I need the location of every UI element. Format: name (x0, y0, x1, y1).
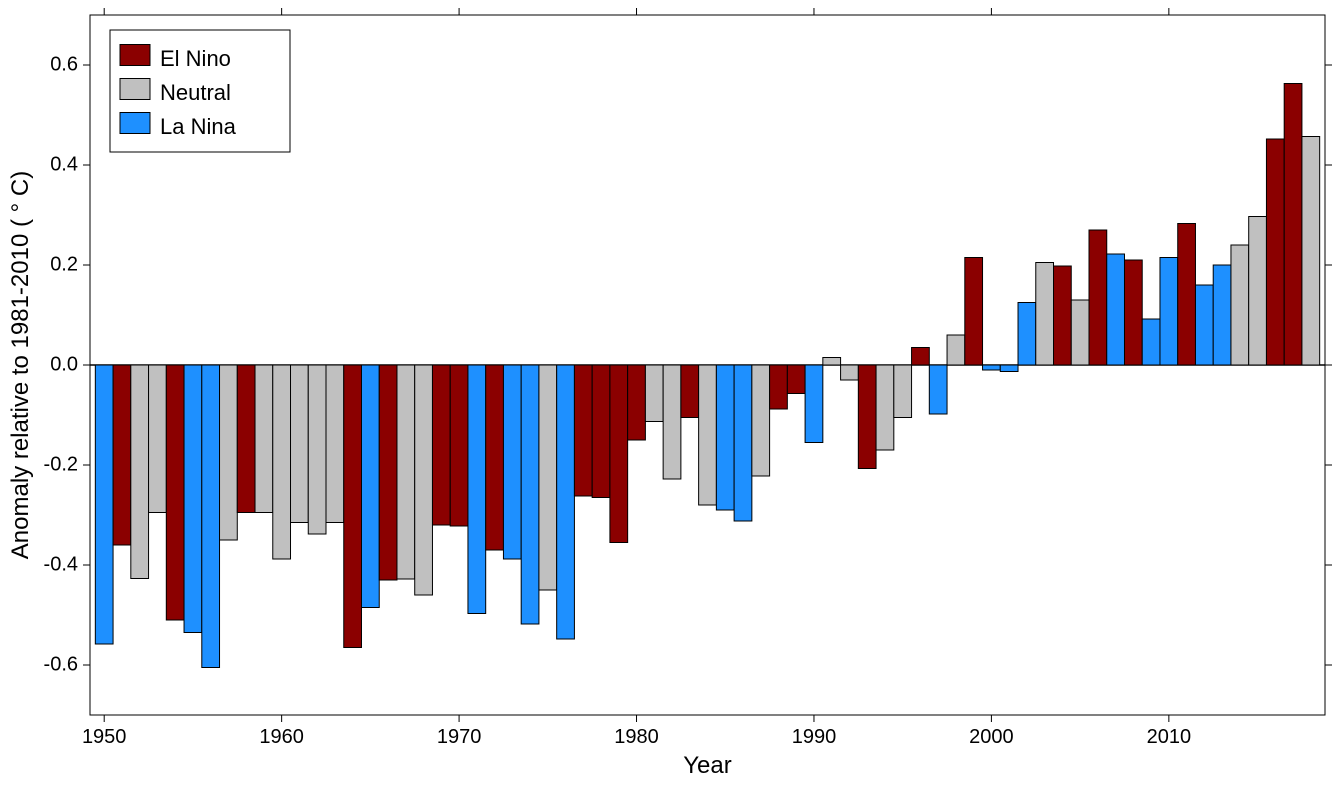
bar-1964 (344, 365, 362, 648)
bar-1976 (557, 365, 575, 639)
bar-2010 (1160, 258, 1178, 366)
bar-1987 (752, 365, 770, 476)
y-tick-label: 0.0 (50, 353, 78, 375)
legend-swatch-neutral (120, 79, 150, 100)
bar-1958 (237, 365, 255, 513)
bar-1981 (645, 365, 663, 422)
bar-1979 (610, 365, 628, 543)
legend-swatch-lanina (120, 113, 150, 134)
bar-2000 (983, 365, 1001, 370)
bar-1993 (858, 365, 876, 469)
bar-chart: -0.6 -0.4 -0.2 0.0 0.2 0.4 0.6 1950 1960 1970 1980… (0, 0, 1337, 793)
bar-2011 (1178, 224, 1196, 366)
y-tick-label: 0.2 (50, 253, 78, 275)
bar-1996 (912, 348, 930, 366)
legend-swatch-elnino (120, 45, 150, 66)
bar-1962 (308, 365, 326, 534)
y-tick-label: 0.6 (50, 53, 78, 75)
x-axis-label: Year (683, 752, 732, 779)
bar-1991 (823, 358, 841, 366)
bar-1966 (379, 365, 397, 580)
bar-1961 (291, 365, 309, 523)
bar-2014 (1231, 245, 1249, 365)
bar-1970 (450, 365, 468, 526)
bar-1977 (574, 365, 592, 496)
y-tick-label: 0.4 (50, 153, 78, 175)
bar-1997 (929, 365, 947, 414)
bar-1952 (131, 365, 149, 579)
bar-1980 (628, 365, 646, 440)
y-tick-label: -0.2 (44, 453, 78, 475)
bar-1971 (468, 365, 486, 614)
y-tick-label: -0.4 (44, 553, 78, 575)
x-tick-label: 1990 (792, 726, 837, 748)
bar-1983 (681, 365, 699, 418)
bar-1960 (273, 365, 291, 559)
bar-1986 (734, 365, 752, 521)
y-tick-label: -0.6 (44, 653, 78, 675)
bar-1965 (361, 365, 379, 608)
x-tick-label: 2000 (969, 726, 1014, 748)
bar-1990 (805, 365, 823, 443)
bar-1995 (894, 365, 912, 418)
bar-1989 (787, 365, 805, 394)
bar-2001 (1000, 365, 1018, 372)
bar-1969 (432, 365, 450, 525)
bar-1953 (149, 365, 167, 513)
bar-1982 (663, 365, 681, 479)
legend-label-neutral: Neutral (160, 80, 231, 105)
bar-1984 (699, 365, 717, 505)
bar-2007 (1107, 254, 1125, 365)
bar-1994 (876, 365, 894, 450)
bar-1985 (716, 365, 734, 510)
bar-2012 (1195, 285, 1213, 365)
bar-1973 (503, 365, 521, 559)
bar-1959 (255, 365, 273, 513)
x-tick-label: 2010 (1147, 726, 1192, 748)
x-tick-label: 1980 (614, 726, 659, 748)
x-tick-label: 1950 (82, 726, 127, 748)
bar-1978 (592, 365, 610, 498)
bar-2003 (1036, 263, 1054, 366)
bar-1974 (521, 365, 539, 624)
legend-label-lanina: La Nina (160, 114, 237, 139)
bar-1999 (965, 258, 983, 366)
bar-2013 (1213, 265, 1231, 365)
bar-1975 (539, 365, 557, 590)
bar-1967 (397, 365, 415, 579)
bar-1972 (486, 365, 504, 550)
bar-1951 (113, 365, 131, 545)
bar-1954 (166, 365, 184, 620)
bar-2005 (1071, 300, 1089, 365)
bar-2018 (1302, 137, 1320, 366)
bar-2006 (1089, 230, 1107, 365)
x-tick-label: 1960 (259, 726, 304, 748)
bar-2016 (1266, 139, 1284, 365)
chart-container: -0.6 -0.4 -0.2 0.0 0.2 0.4 0.6 1950 1960 1970 1980… (0, 0, 1337, 793)
bar-2009 (1142, 319, 1160, 365)
bar-2008 (1124, 260, 1142, 365)
legend-label-elnino: El Nino (160, 46, 231, 71)
bar-1956 (202, 365, 220, 668)
bar-2004 (1054, 266, 1072, 365)
bar-1950 (95, 365, 113, 644)
y-axis-label: Anomaly relative to 1981-2010 ( ° C) (7, 171, 34, 559)
bar-2015 (1249, 217, 1267, 366)
bar-2002 (1018, 303, 1036, 366)
bar-1998 (947, 335, 965, 365)
bar-1968 (415, 365, 433, 595)
bar-1963 (326, 365, 344, 523)
bar-2017 (1284, 84, 1302, 366)
bar-1988 (770, 365, 788, 409)
bar-1955 (184, 365, 202, 633)
x-tick-label: 1970 (437, 726, 482, 748)
bar-1957 (220, 365, 238, 540)
bar-1992 (841, 365, 859, 380)
